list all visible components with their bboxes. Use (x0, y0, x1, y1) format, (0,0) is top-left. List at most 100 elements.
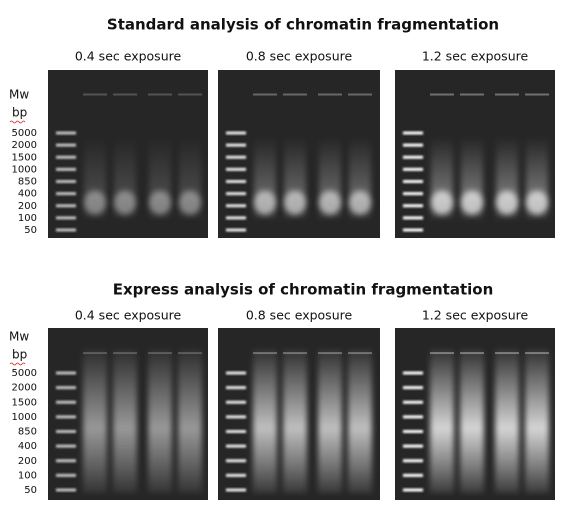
smear (495, 348, 519, 494)
smear (430, 348, 454, 494)
ladder-band (226, 204, 246, 208)
ladder-band (56, 488, 76, 492)
well (253, 93, 277, 96)
ladder-label: 1500 (12, 152, 37, 163)
ladder-band (403, 488, 423, 492)
smear (253, 348, 277, 494)
ladder-label: 400 (18, 189, 37, 200)
ladder-band (226, 386, 246, 390)
ladder-band (226, 444, 246, 448)
well (148, 93, 172, 96)
well (430, 93, 454, 96)
exposure-caption: 1.2 sec exposure (422, 49, 529, 64)
ladder-band (226, 155, 246, 159)
gel-image (395, 70, 555, 238)
smear (525, 348, 549, 494)
ladder-band (56, 459, 76, 463)
ladder-band (56, 430, 76, 433)
axis-unit: bp (12, 348, 27, 362)
ladder-band (56, 131, 76, 135)
dna-band (349, 190, 371, 215)
ladder-band (56, 371, 76, 375)
dna-band (461, 190, 483, 215)
ladder-band (403, 415, 423, 419)
dna-band (149, 190, 171, 215)
gel-image (395, 328, 555, 500)
ladder-band (403, 180, 423, 183)
ladder-label: 400 (18, 441, 37, 452)
well (495, 93, 519, 96)
smear (148, 348, 172, 494)
ladder-label: 850 (18, 177, 37, 188)
ladder-band (226, 415, 246, 419)
ladder-band (56, 473, 76, 477)
ladder-band (226, 143, 246, 147)
well (460, 93, 484, 96)
exposure-caption: 0.8 sec exposure (246, 308, 353, 323)
ladder-label: 2000 (12, 383, 37, 394)
ladder-band (226, 473, 246, 477)
dna-band (431, 190, 453, 215)
ladder-band (403, 131, 423, 135)
gel-image (48, 70, 208, 238)
ladder-band (56, 386, 76, 390)
well (83, 93, 107, 96)
ladder-band (403, 216, 423, 220)
ladder-band (226, 459, 246, 463)
ladder-band (56, 228, 76, 232)
ladder-band (56, 415, 76, 419)
ladder-band (56, 216, 76, 220)
ladder-band (403, 155, 423, 159)
dna-band (254, 190, 276, 215)
ladder-label: 5000 (12, 128, 37, 139)
smear (178, 348, 202, 494)
axis-title: Mw (9, 88, 29, 102)
ladder-band (403, 430, 423, 433)
ladder-band (56, 180, 76, 183)
ladder-band (403, 192, 423, 196)
ladder-band (403, 444, 423, 448)
dna-band (284, 190, 306, 215)
axis-title: Mw (9, 330, 29, 344)
ladder-band (226, 488, 246, 492)
spell-underline (9, 120, 26, 124)
gel-image (218, 70, 380, 238)
ladder-band (56, 155, 76, 159)
gel-image (48, 328, 208, 500)
ladder-band (226, 371, 246, 375)
ladder-label: 5000 (12, 368, 37, 379)
ladder-band (226, 430, 246, 433)
panel-title: Standard analysis of chromatin fragmenta… (107, 16, 499, 34)
ladder-label: 50 (24, 485, 37, 496)
ladder-band (226, 400, 246, 404)
smear (460, 348, 484, 494)
ladder-label: 1000 (12, 412, 37, 423)
well (348, 93, 372, 96)
ladder-band (56, 143, 76, 147)
ladder-band (403, 386, 423, 390)
ladder-band (56, 444, 76, 448)
ladder-band (403, 167, 423, 171)
smear (83, 348, 107, 494)
exposure-caption: 1.2 sec exposure (422, 308, 529, 323)
exposure-caption: 0.4 sec exposure (75, 49, 182, 64)
well (113, 93, 137, 96)
panel-title: Express analysis of chromatin fragmentat… (113, 281, 494, 299)
ladder-label: 1500 (12, 397, 37, 408)
well (283, 93, 307, 96)
gel-image (218, 328, 380, 500)
ladder-band (226, 167, 246, 171)
ladder-band (403, 204, 423, 208)
ladder-label: 200 (18, 201, 37, 212)
ladder-band (226, 228, 246, 232)
ladder-band (226, 192, 246, 196)
smear (318, 348, 342, 494)
dna-band (179, 190, 201, 215)
ladder-label: 200 (18, 456, 37, 467)
dna-band (319, 190, 341, 215)
dna-band (84, 190, 106, 215)
ladder-band (56, 192, 76, 196)
ladder-band (56, 167, 76, 171)
ladder-band (403, 371, 423, 375)
